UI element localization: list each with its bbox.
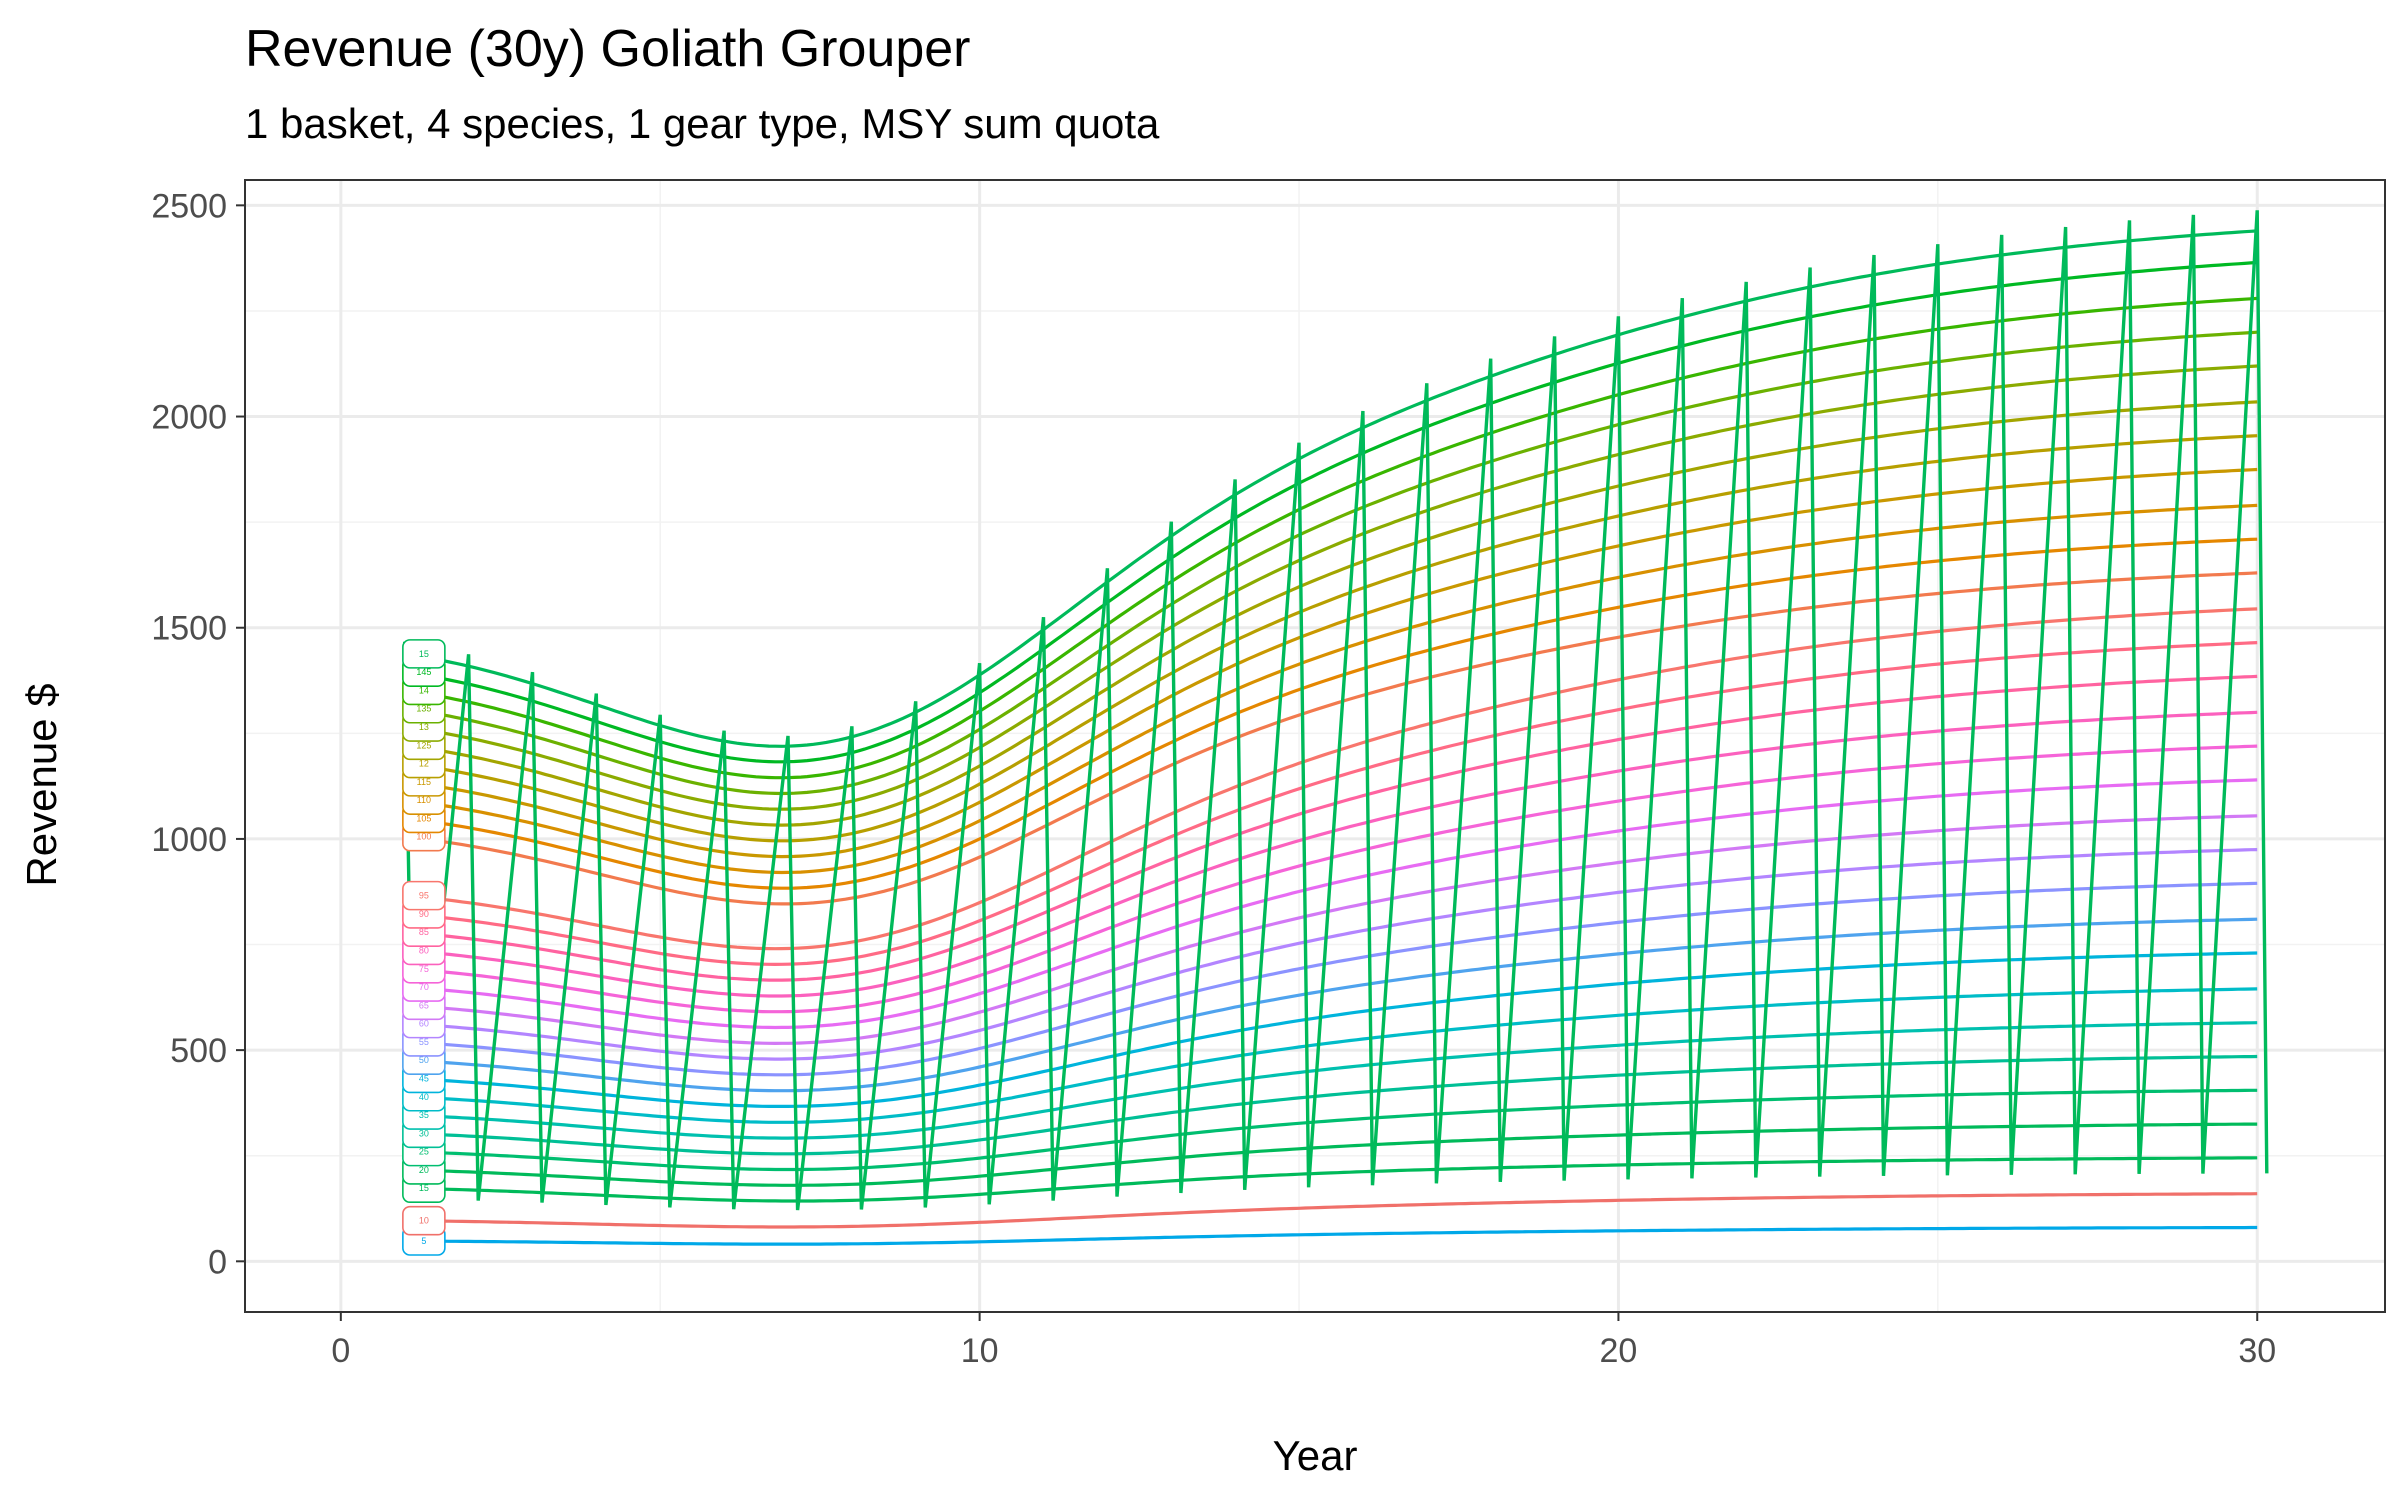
y-tick-label: 2500 xyxy=(151,187,227,225)
series-label-10: 10 xyxy=(402,1205,446,1236)
series-line-30 xyxy=(404,1054,2258,1156)
series-label-15: 15 xyxy=(402,639,446,669)
series-line-85 xyxy=(404,674,2258,982)
series-label-text: 75 xyxy=(419,964,429,974)
series-line-40 xyxy=(404,987,2258,1124)
series-line-80 xyxy=(404,710,2258,998)
series-label-text: 70 xyxy=(419,982,429,992)
series-label-text: 12 xyxy=(419,759,429,769)
series-label-text: 10 xyxy=(419,1216,429,1226)
series-line-95 xyxy=(404,607,2258,951)
series-label-text: 55 xyxy=(419,1037,429,1047)
series-label-text: 20 xyxy=(419,1165,429,1175)
series-label-text: 13 xyxy=(419,722,429,732)
series-label-text: 35 xyxy=(419,1110,429,1120)
series-line-13 xyxy=(404,364,2258,811)
series-line-25 xyxy=(404,1088,2258,1172)
series-label-text: 100 xyxy=(416,832,431,842)
series-line-115 xyxy=(404,467,2258,859)
series-label-text: 110 xyxy=(417,795,431,805)
x-tick-label: 10 xyxy=(961,1332,999,1370)
x-tick-label: 0 xyxy=(331,1332,350,1370)
series-label-text: 135 xyxy=(416,704,431,714)
zigzag-layer xyxy=(403,210,2269,1211)
series-label-text: 80 xyxy=(419,945,429,955)
series-label-text: 65 xyxy=(419,1000,429,1010)
chart-subtitle: 1 basket, 4 species, 1 gear type, MSY su… xyxy=(245,100,1160,147)
series-label-text: 60 xyxy=(419,1019,429,1029)
series-line-105 xyxy=(404,537,2258,890)
zigzag-line xyxy=(403,210,2269,1211)
series-line-110 xyxy=(404,503,2258,875)
y-tick-label: 0 xyxy=(208,1243,227,1281)
x-axis-title: Year xyxy=(1273,1432,1358,1479)
axis-layer: 0 10 20 30 0 500 1000 1500 2000 2500 xyxy=(151,187,2276,1370)
chart-title: Revenue (30y) Goliath Grouper xyxy=(245,20,971,78)
series-label-text: 90 xyxy=(419,909,429,919)
series-label-text: 5 xyxy=(421,1236,426,1246)
y-tick-label: 2000 xyxy=(151,399,227,437)
series-label-layer: 5 10 15 20 25 30 35 40 45 50 55 60 65 70 75 80 85 90 95 100… xyxy=(402,639,446,1256)
series-line-5 xyxy=(404,1225,2258,1246)
y-tick-label: 1000 xyxy=(151,821,227,859)
series-label-text: 40 xyxy=(419,1092,429,1102)
series-label-text: 145 xyxy=(416,667,431,677)
series-layer xyxy=(404,229,2258,1246)
series-line-50 xyxy=(404,917,2258,1093)
series-line-135 xyxy=(404,330,2258,796)
series-label-text: 85 xyxy=(419,927,429,937)
series-label-text: 30 xyxy=(419,1128,429,1138)
series-label-text: 105 xyxy=(416,813,431,823)
series-label-text: 50 xyxy=(419,1055,429,1065)
series-label-text: 15 xyxy=(419,649,429,659)
y-tick-label: 500 xyxy=(170,1032,227,1070)
series-line-65 xyxy=(404,814,2258,1046)
series-label-95: 95 xyxy=(402,880,446,911)
series-line-15 xyxy=(404,229,2258,748)
x-tick-label: 30 xyxy=(2238,1332,2276,1370)
series-line-145 xyxy=(404,260,2258,764)
series-line-55 xyxy=(404,881,2258,1077)
series-line-35 xyxy=(404,1021,2258,1140)
series-line-10 xyxy=(404,1192,2258,1229)
series-line-100 xyxy=(404,571,2258,906)
series-label-text: 115 xyxy=(417,777,431,787)
x-tick-label: 20 xyxy=(1600,1332,1638,1370)
series-label-text: 25 xyxy=(419,1147,429,1157)
plot-frame xyxy=(244,179,2386,1313)
series-line-90 xyxy=(404,641,2258,967)
y-tick-label: 1500 xyxy=(151,610,227,648)
series-label-text: 14 xyxy=(419,685,429,695)
series-label-text: 15 xyxy=(419,1183,429,1193)
series-label-text: 45 xyxy=(419,1073,429,1083)
y-axis-title: Revenue $ xyxy=(18,683,65,886)
series-line-14 xyxy=(404,296,2258,780)
series-label-text: 95 xyxy=(419,891,429,901)
series-line-45 xyxy=(404,951,2258,1108)
plot-area: 5 10 15 20 25 30 35 40 45 50 55 60 65 70 75 80 85 90 95 100… xyxy=(402,210,2269,1256)
series-label-text: 125 xyxy=(416,740,431,750)
series-line-60 xyxy=(404,848,2258,1061)
